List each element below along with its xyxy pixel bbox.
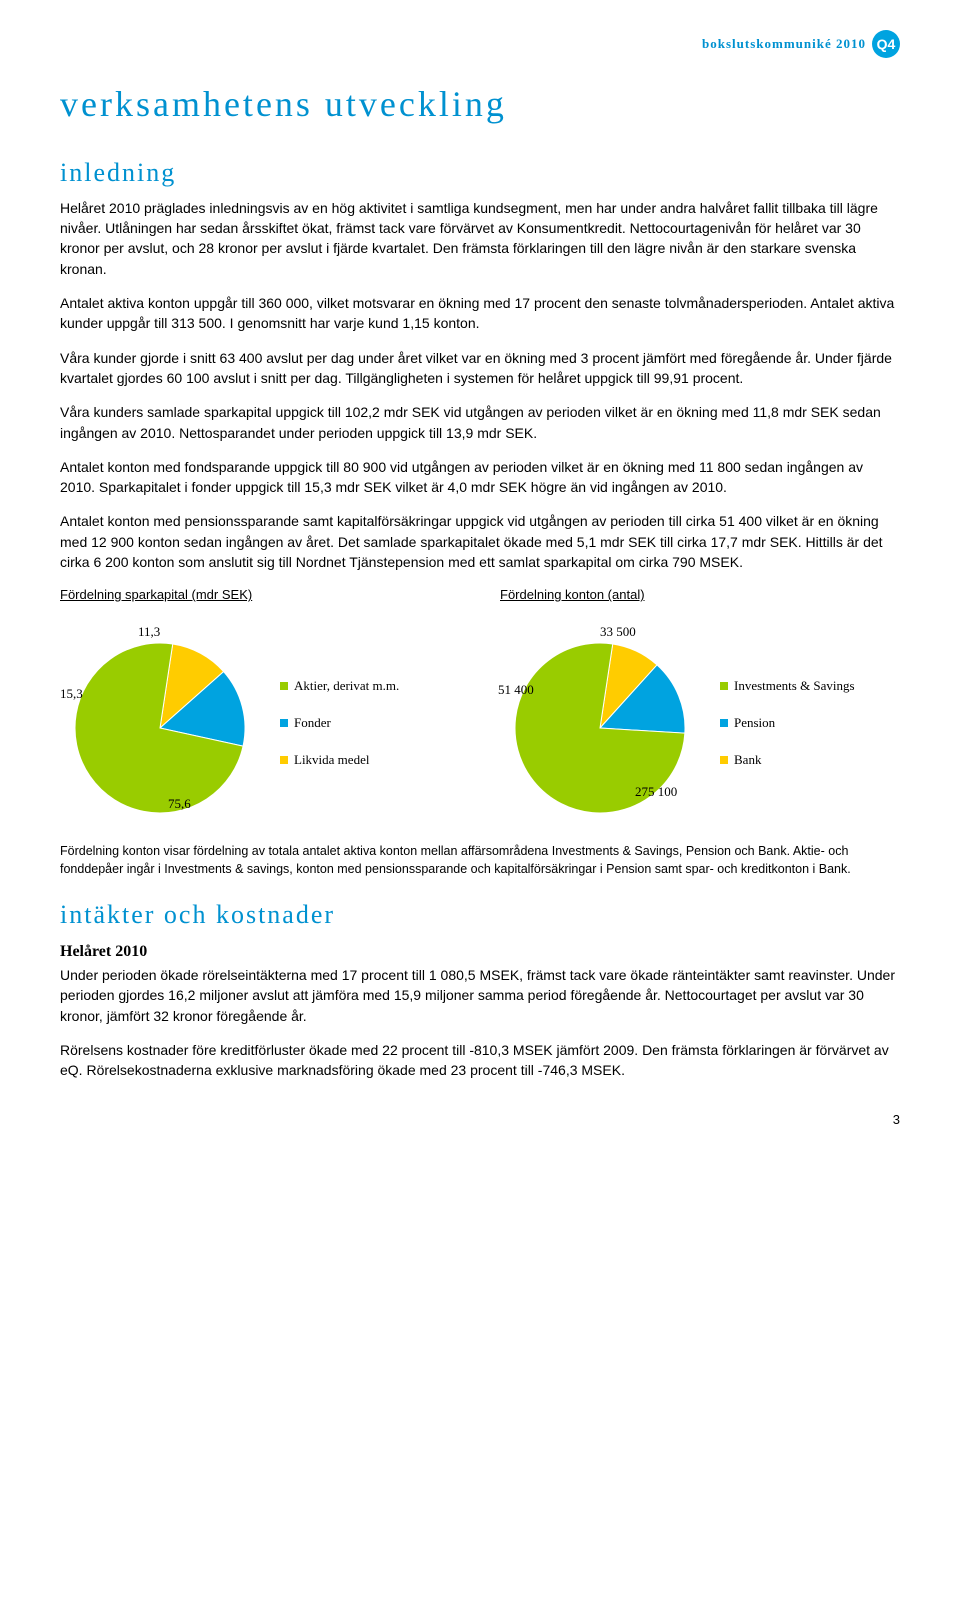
- legend-label: Likvida medel: [294, 751, 369, 770]
- chart-title: Fördelning konton (antal): [500, 586, 900, 605]
- page-header: bokslutskommuniké 2010 Q4: [60, 30, 900, 58]
- legend-item: Fonder: [280, 714, 399, 733]
- section-heading-inledning: inledning: [60, 154, 900, 192]
- paragraph: Rörelsens kostnader före kreditförluster…: [60, 1040, 900, 1081]
- charts-row: Fördelning sparkapital (mdr SEK) 75,6 15…: [60, 586, 900, 823]
- legend-swatch-icon: [720, 756, 728, 764]
- legend-swatch-icon: [720, 719, 728, 727]
- pie-slice-label: 11,3: [138, 623, 160, 642]
- paragraph: Helåret 2010 präglades inledningsvis av …: [60, 198, 900, 279]
- paragraph: Våra kunder gjorde i snitt 63 400 avslut…: [60, 348, 900, 389]
- paragraph: Antalet konton med fondsparande uppgick …: [60, 457, 900, 498]
- legend-item: Bank: [720, 751, 855, 770]
- legend-swatch-icon: [280, 719, 288, 727]
- chart-title: Fördelning sparkapital (mdr SEK): [60, 586, 460, 605]
- pie-slice-label: 275 100: [635, 783, 677, 802]
- legend-item: Aktier, derivat m.m.: [280, 677, 399, 696]
- pie-chart: 275 100 51 400 33 500: [500, 623, 700, 823]
- legend-item: Investments & Savings: [720, 677, 855, 696]
- legend-label: Bank: [734, 751, 761, 770]
- legend-label: Investments & Savings: [734, 677, 855, 696]
- paragraph: Under perioden ökade rörelseintäkterna m…: [60, 965, 900, 1026]
- legend-label: Pension: [734, 714, 775, 733]
- q4-badge-icon: Q4: [872, 30, 900, 58]
- legend-swatch-icon: [720, 682, 728, 690]
- legend-label: Aktier, derivat m.m.: [294, 677, 399, 696]
- legend-item: Pension: [720, 714, 855, 733]
- pie-slice-label: 51 400: [498, 681, 534, 700]
- section-heading-intakter: intäkter och kostnader: [60, 896, 900, 934]
- paragraph: Antalet aktiva konton uppgår till 360 00…: [60, 293, 900, 334]
- pie-slice-label: 15,3: [60, 685, 83, 704]
- chart-legend: Aktier, derivat m.m. Fonder Likvida mede…: [280, 677, 399, 770]
- legend-swatch-icon: [280, 756, 288, 764]
- legend-label: Fonder: [294, 714, 331, 733]
- legend-swatch-icon: [280, 682, 288, 690]
- section-subheading: Helåret 2010: [60, 940, 900, 963]
- paragraph: Våra kunders samlade sparkapital uppgick…: [60, 402, 900, 443]
- paragraph: Antalet konton med pensionssparande samt…: [60, 511, 900, 572]
- pie-chart: 75,6 15,3 11,3: [60, 623, 260, 823]
- page-title: verksamhetens utveckling: [60, 78, 900, 130]
- chart-konton: Fördelning konton (antal) 275 100 51 400…: [500, 586, 900, 823]
- pie-slice-label: 75,6: [168, 795, 191, 814]
- chart-sparkapital: Fördelning sparkapital (mdr SEK) 75,6 15…: [60, 586, 460, 823]
- page-number: 3: [60, 1111, 900, 1130]
- pie-slice-label: 33 500: [600, 623, 636, 642]
- chart-footnote: Fördelning konton visar fördelning av to…: [60, 843, 900, 878]
- header-text: bokslutskommuniké 2010: [702, 35, 866, 54]
- chart-legend: Investments & Savings Pension Bank: [720, 677, 855, 770]
- legend-item: Likvida medel: [280, 751, 399, 770]
